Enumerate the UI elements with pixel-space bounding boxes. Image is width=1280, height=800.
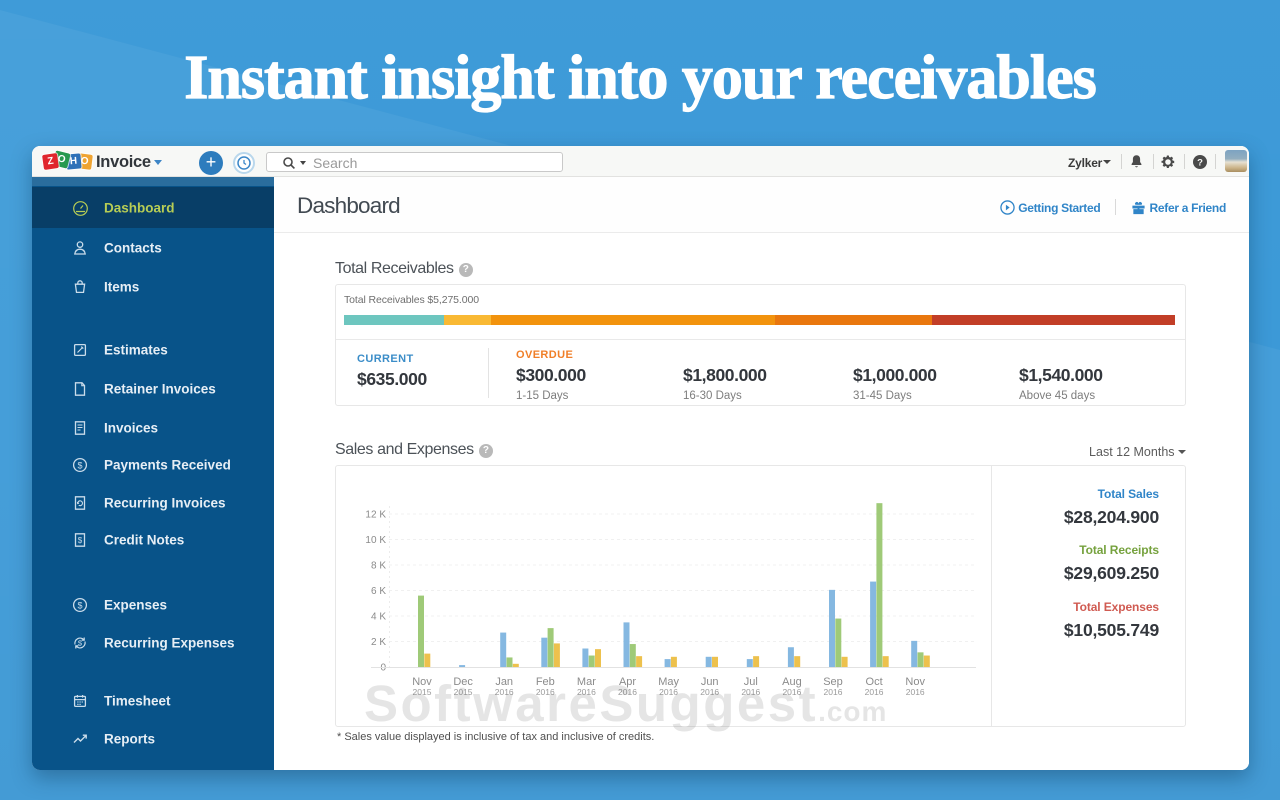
svg-text:Apr: Apr xyxy=(619,676,636,688)
svg-text:2 K: 2 K xyxy=(371,637,386,648)
svg-text:2016: 2016 xyxy=(824,687,843,697)
svg-text:2016: 2016 xyxy=(577,687,596,697)
svg-text:4 K: 4 K xyxy=(371,612,386,623)
svg-text:2016: 2016 xyxy=(782,687,801,697)
svg-text:2015: 2015 xyxy=(454,687,473,697)
svg-text:Nov: Nov xyxy=(905,676,925,688)
svg-text:2016: 2016 xyxy=(618,687,637,697)
svg-text:Jun: Jun xyxy=(701,676,719,688)
svg-text:?: ? xyxy=(1197,157,1203,168)
svg-text:Mar: Mar xyxy=(577,676,596,688)
svg-text:May: May xyxy=(658,676,679,688)
svg-text:Aug: Aug xyxy=(782,676,802,688)
svg-text:$: $ xyxy=(77,600,82,610)
svg-text:Sep: Sep xyxy=(823,676,843,688)
svg-text:2015: 2015 xyxy=(413,687,432,697)
svg-text:12 K: 12 K xyxy=(365,510,386,521)
svg-text:Feb: Feb xyxy=(536,676,555,688)
svg-text:2016: 2016 xyxy=(495,687,514,697)
svg-text:Jan: Jan xyxy=(495,676,513,688)
svg-text:$: $ xyxy=(77,460,82,470)
svg-text:Dec: Dec xyxy=(453,676,473,688)
svg-text:10 K: 10 K xyxy=(365,535,386,546)
svg-text:6 K: 6 K xyxy=(371,586,386,597)
svg-text:$: $ xyxy=(78,535,83,544)
svg-text:2016: 2016 xyxy=(700,687,719,697)
svg-text:Jul: Jul xyxy=(744,676,758,688)
svg-text:Nov: Nov xyxy=(412,676,432,688)
svg-text:2016: 2016 xyxy=(741,687,760,697)
svg-text:$: $ xyxy=(78,638,83,647)
svg-text:2016: 2016 xyxy=(659,687,678,697)
svg-text:2016: 2016 xyxy=(906,687,925,697)
svg-text:2016: 2016 xyxy=(865,687,884,697)
svg-text:8 K: 8 K xyxy=(371,561,386,572)
svg-text:Oct: Oct xyxy=(866,676,883,688)
svg-text:2016: 2016 xyxy=(536,687,555,697)
